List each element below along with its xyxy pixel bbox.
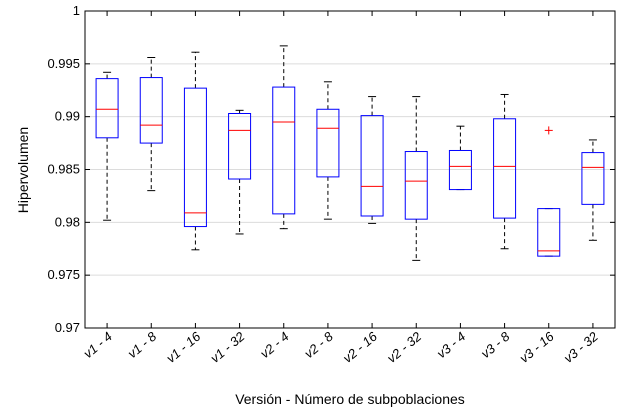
y-axis-ticks: 0.97 0.975 0.98 0.985 0.99 0.995 1	[47, 3, 615, 335]
box-4	[228, 109, 252, 235]
y-axis-label: Hipervolumen	[15, 127, 31, 213]
x-tick-label: v2 - 8	[301, 328, 336, 361]
box-7	[360, 96, 384, 224]
y-tick-label: 0.995	[47, 56, 80, 71]
x-tick-label: v3 - 4	[434, 329, 469, 361]
iqr-box	[404, 151, 428, 220]
iqr-box	[272, 86, 296, 215]
x-tick-label: v1 - 4	[80, 329, 115, 361]
x-axis-label: Versión - Número de subpoblaciones	[235, 391, 465, 407]
box-5	[272, 45, 296, 230]
x-tick-label: v1 - 8	[125, 328, 160, 361]
x-tick-label: v1 - 32	[207, 328, 248, 366]
plot-area-frame	[84, 10, 616, 329]
box-9	[448, 125, 472, 191]
iqr-box	[183, 87, 207, 228]
iqr-box	[493, 118, 517, 219]
box-2	[139, 56, 163, 192]
boxes	[95, 45, 605, 261]
y-tick-label: 0.98	[55, 214, 80, 229]
box-1	[95, 71, 119, 221]
iqr-box	[448, 149, 472, 191]
x-tick-label: v2 - 16	[340, 328, 381, 366]
x-tick-label: v3 - 16	[517, 328, 558, 366]
iqr-box	[316, 108, 340, 178]
y-tick-label: 0.985	[47, 162, 80, 177]
grid-lines	[85, 10, 615, 329]
box-10	[493, 93, 517, 250]
iqr-box	[360, 115, 384, 217]
y-tick-label: 0.975	[47, 267, 80, 282]
iqr-box	[228, 112, 252, 180]
x-tick-label: v3 - 32	[561, 328, 602, 366]
iqr-box	[139, 77, 163, 144]
box-12	[581, 139, 605, 241]
y-tick-label: 0.99	[55, 109, 80, 124]
iqr-box	[537, 208, 561, 257]
y-tick-label: 0.97	[55, 320, 80, 335]
box-3	[183, 51, 207, 251]
x-tick-label: v3 - 8	[478, 328, 513, 361]
box-8	[404, 96, 428, 261]
iqr-box	[95, 78, 119, 139]
box-6	[316, 81, 340, 220]
x-tick-label: v1 - 16	[163, 328, 204, 366]
y-tick-label: 1	[73, 3, 80, 18]
x-tick-label: v2 - 32	[384, 328, 425, 366]
x-tick-label: v2 - 4	[257, 329, 292, 361]
iqr-box	[581, 152, 605, 205]
box-11	[537, 126, 561, 257]
